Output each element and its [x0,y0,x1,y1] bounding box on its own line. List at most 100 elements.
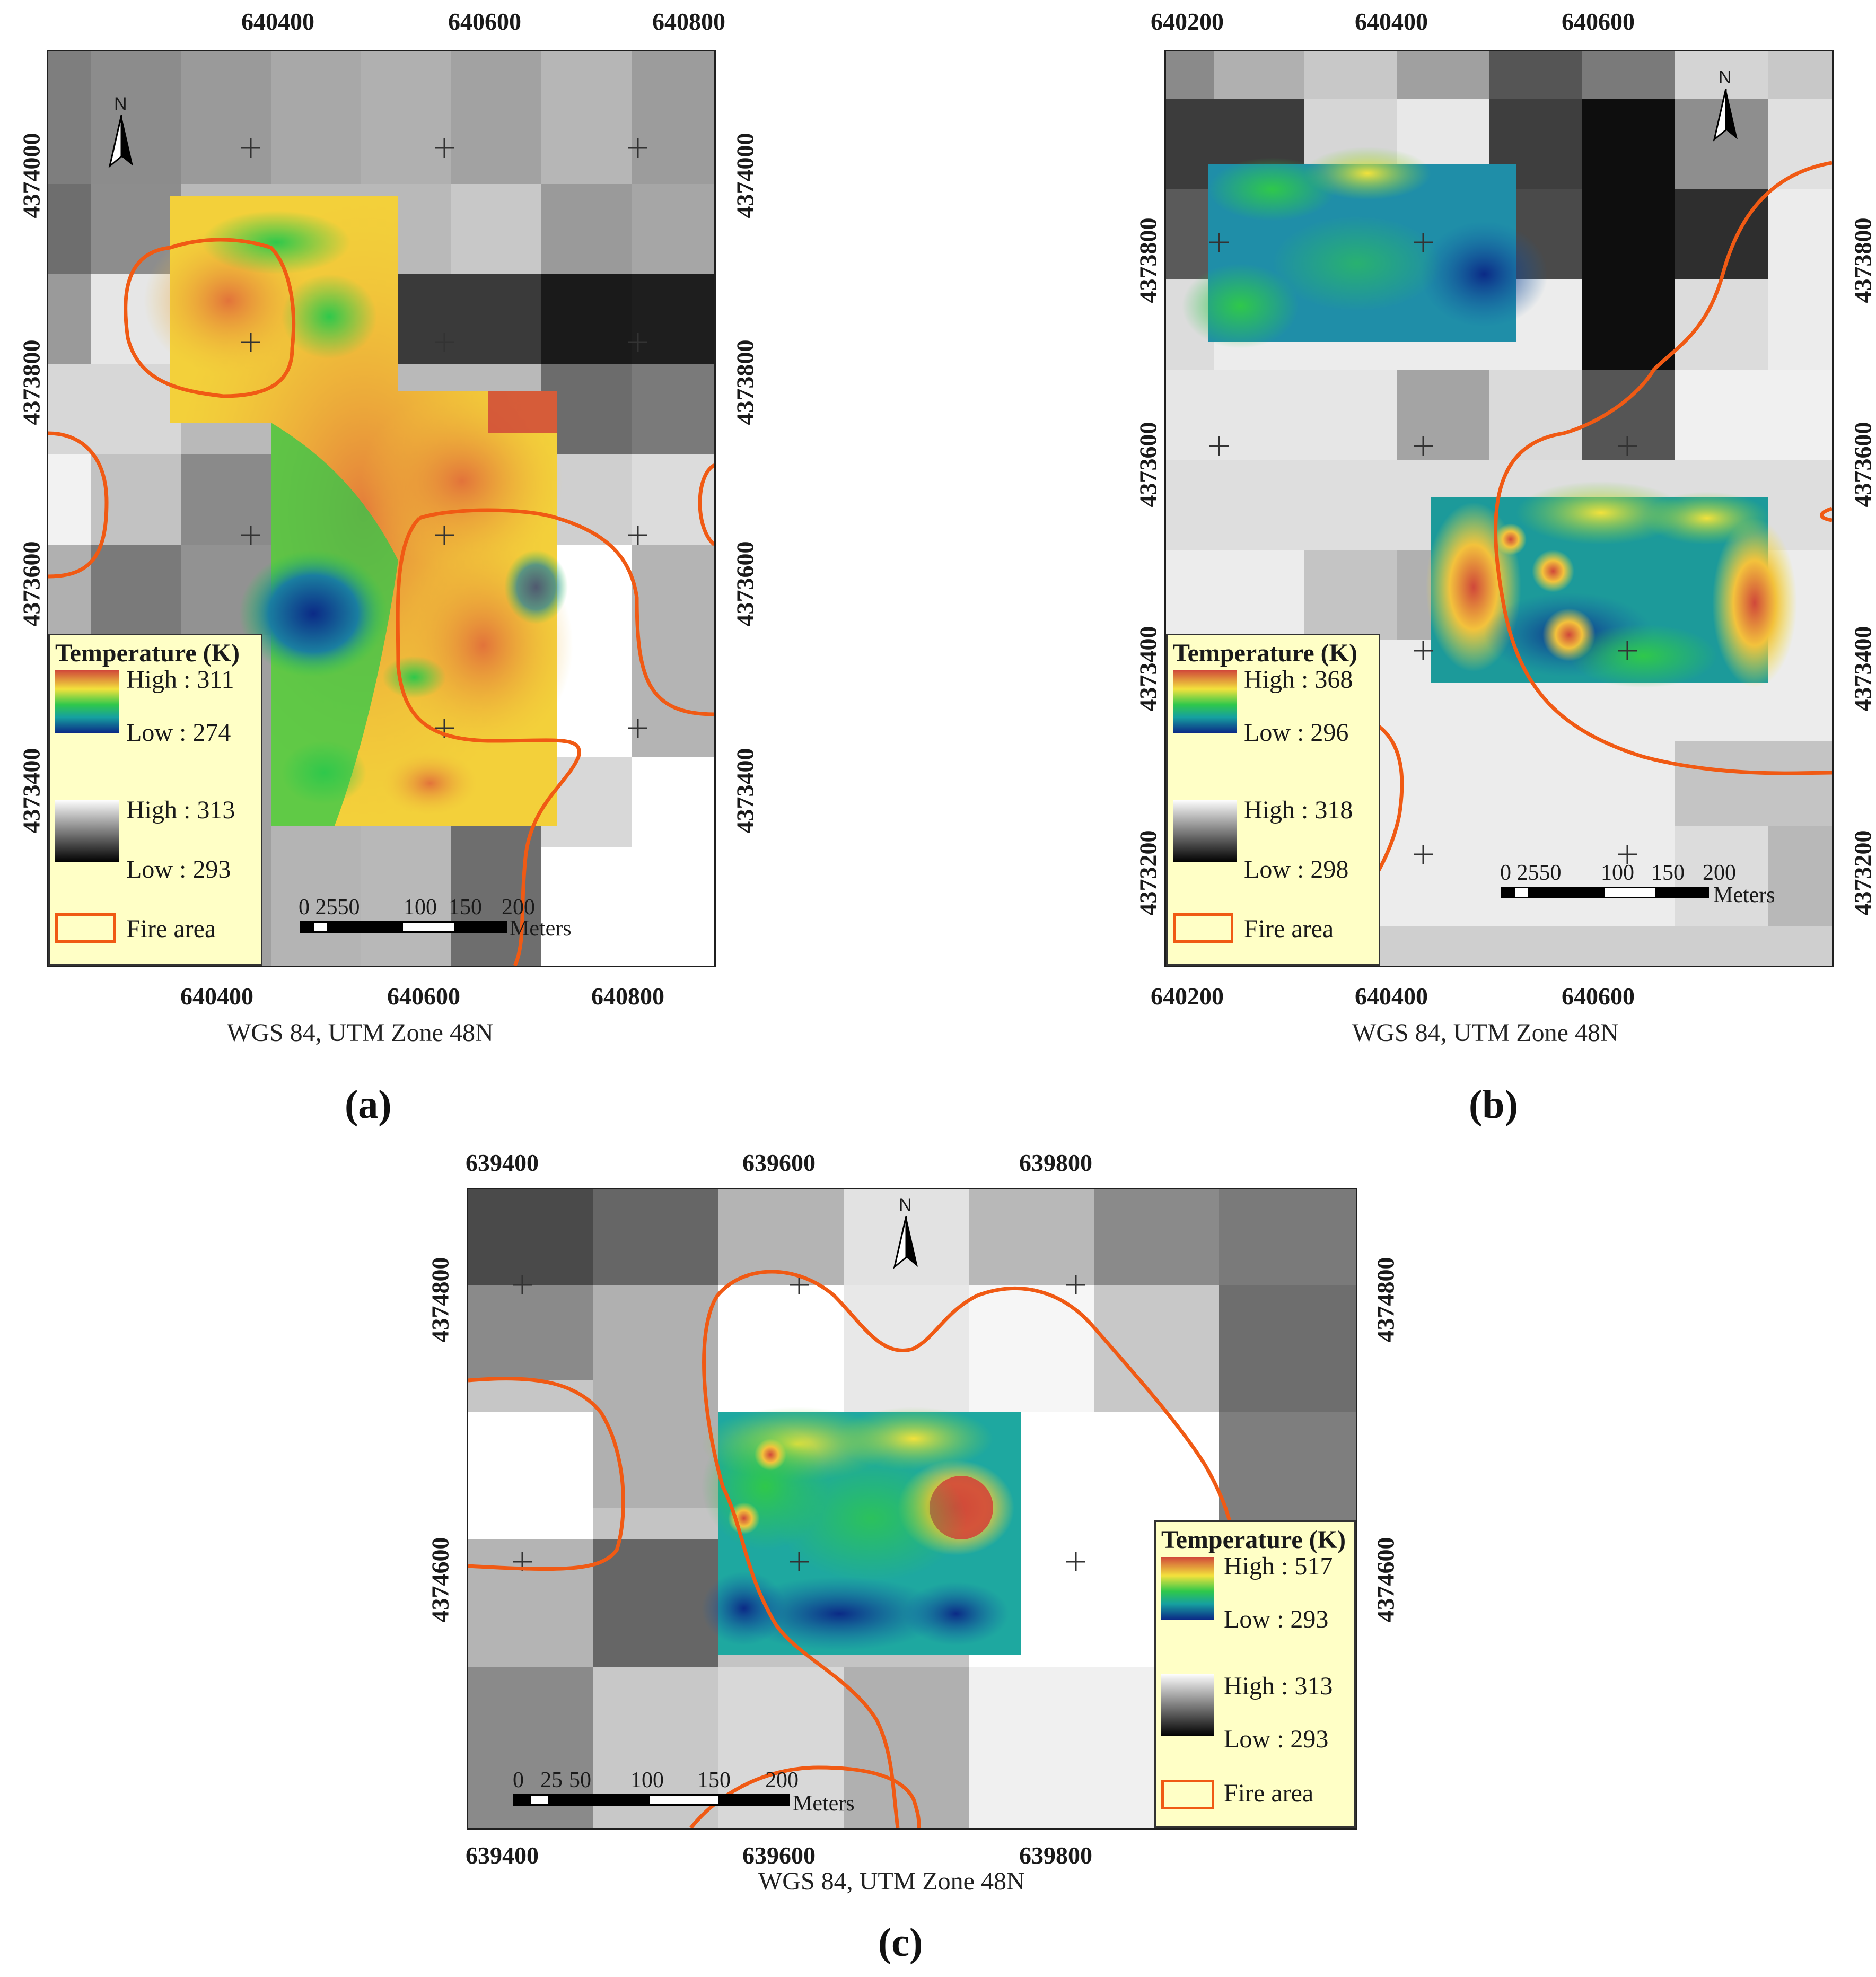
fire-area-swatch [1161,1780,1214,1809]
legend-title: Temperature (K) [1161,1526,1346,1554]
map-canvas-a [48,51,714,966]
panel-caption: (b) [1469,1082,1518,1127]
scale-bar-a: 0 2550 100 150 200 Meters [297,895,594,948]
scale-label: 150 [1651,861,1685,885]
legend-color-high: High : 368 [1244,666,1353,694]
y-tick-right: 4373600 [1849,422,1876,508]
map-frame-b: Temperature (K) High : 368 Low : 296 Hig… [1164,50,1834,967]
legend-gray-high: High : 318 [1244,796,1353,824]
x-tick-top: 640600 [1562,8,1635,35]
scale-unit: Meters [510,916,572,941]
scale-label: 100 [404,895,437,920]
x-tick-bottom: 639400 [466,1842,539,1869]
x-tick-bottom: 639800 [1019,1842,1092,1869]
scale-bar-graphic [513,1794,790,1806]
x-tick-top: 640600 [448,8,521,35]
x-tick-bottom: 640800 [591,983,664,1010]
legend-color-high: High : 311 [126,666,234,694]
x-tick-top: 640800 [652,8,725,35]
x-tick-bottom: 640400 [1355,983,1428,1010]
scale-bar-b: 0 2550 100 150 200 Meters [1500,860,1829,913]
temperature-raster-b [1182,147,1797,688]
y-tick-left: 4374000 [17,133,45,218]
panel-caption: (c) [878,1920,923,1965]
legend-fire-area: Fire area [1244,915,1334,943]
legend-color-low: Low : 293 [1224,1605,1329,1633]
x-tick-bottom: 639600 [742,1842,816,1869]
scale-label: 150 [449,895,482,920]
x-tick-bottom: 640600 [1562,983,1635,1010]
map-frame-c: Temperature (K) High : 517 Low : 293 Hig… [467,1188,1357,1830]
graticule-crosses-b [1209,233,1637,864]
scale-label: 0 2550 [299,895,360,920]
gray-ramp-swatch [1173,800,1237,862]
x-tick-bottom: 640200 [1151,983,1224,1010]
x-tick-top: 639600 [742,1149,816,1176]
legend-gray-low: Low : 293 [1224,1725,1329,1753]
scale-bar-graphic [300,921,507,933]
legend-color-low: Low : 274 [126,719,231,747]
color-ramp-swatch [1173,670,1237,733]
legend-gray-high: High : 313 [126,796,235,824]
y-tick-left: 4373400 [1134,626,1162,712]
fire-area-swatch [1173,913,1233,943]
fire-area-outline-a [48,238,714,966]
scale-label: 0 [513,1768,524,1792]
temperature-raster-c [702,1407,1021,1655]
y-tick-left: 4373600 [17,541,45,627]
x-tick-top: 640400 [241,8,314,35]
legend-fire-area: Fire area [126,915,216,943]
map-legend-b: Temperature (K) High : 368 Low : 296 Hig… [1166,634,1380,966]
legend-color-high: High : 517 [1224,1552,1333,1580]
y-tick-left: 4374800 [426,1257,454,1343]
x-tick-top: 639400 [466,1149,539,1176]
scale-label: 100 [1601,861,1634,885]
gray-ramp-swatch [1161,1674,1214,1736]
scale-label: 25 [540,1768,563,1792]
y-tick-left: 4373200 [1134,830,1162,916]
legend-gray-low: Low : 293 [126,855,231,883]
panel-caption: (a) [345,1082,392,1127]
map-legend-c: Temperature (K) High : 517 Low : 293 Hig… [1154,1520,1356,1828]
y-tick-right: 4373800 [731,339,759,425]
fire-area-swatch [55,913,116,943]
x-tick-top: 639800 [1019,1149,1092,1176]
x-tick-top: 640400 [1355,8,1428,35]
map-legend-a: Temperature (K) High : 311 Low : 274 Hig… [48,634,262,966]
north-arrow-icon: N [1710,67,1742,142]
coordinate-system-label: WGS 84, UTM Zone 48N [227,1019,494,1047]
scale-bar-c: 0 25 50 100 150 200 Meters [511,1768,855,1826]
scale-label: 150 [697,1768,731,1792]
y-tick-right: 4373800 [1849,217,1876,303]
graticule-crosses-a [241,138,647,738]
scale-label: 200 [1703,861,1736,885]
scale-label: 100 [630,1768,664,1792]
y-tick-left: 4373800 [1134,217,1162,303]
legend-gray-low: Low : 298 [1244,855,1349,883]
temperature-raster-a [144,196,573,826]
legend-title: Temperature (K) [1173,639,1357,667]
y-tick-right: 4374800 [1372,1257,1399,1343]
scale-bar-graphic [1501,887,1709,898]
y-tick-right: 4374000 [731,133,759,218]
y-tick-right: 4374600 [1372,1537,1399,1623]
y-tick-right: 4373600 [731,541,759,627]
y-tick-left: 4373400 [17,748,45,834]
x-tick-top: 640200 [1151,8,1224,35]
x-tick-bottom: 640400 [180,983,253,1010]
y-tick-left: 4373600 [1134,422,1162,508]
legend-fire-area: Fire area [1224,1779,1314,1807]
y-tick-right: 4373400 [731,748,759,834]
north-arrow-icon: N [106,94,137,168]
map-frame-a: Temperature (K) High : 311 Low : 274 Hig… [47,50,716,967]
legend-color-low: Low : 296 [1244,719,1349,747]
coordinate-system-label: WGS 84, UTM Zone 48N [1352,1019,1619,1047]
x-tick-bottom: 640600 [387,983,460,1010]
color-ramp-swatch [55,670,119,733]
legend-title: Temperature (K) [55,639,240,667]
north-arrow-icon: N [890,1195,922,1269]
scale-label: 0 2550 [1500,861,1562,885]
y-tick-left: 4373800 [17,339,45,425]
gray-ramp-swatch [55,800,119,862]
scale-label: 200 [765,1768,799,1792]
